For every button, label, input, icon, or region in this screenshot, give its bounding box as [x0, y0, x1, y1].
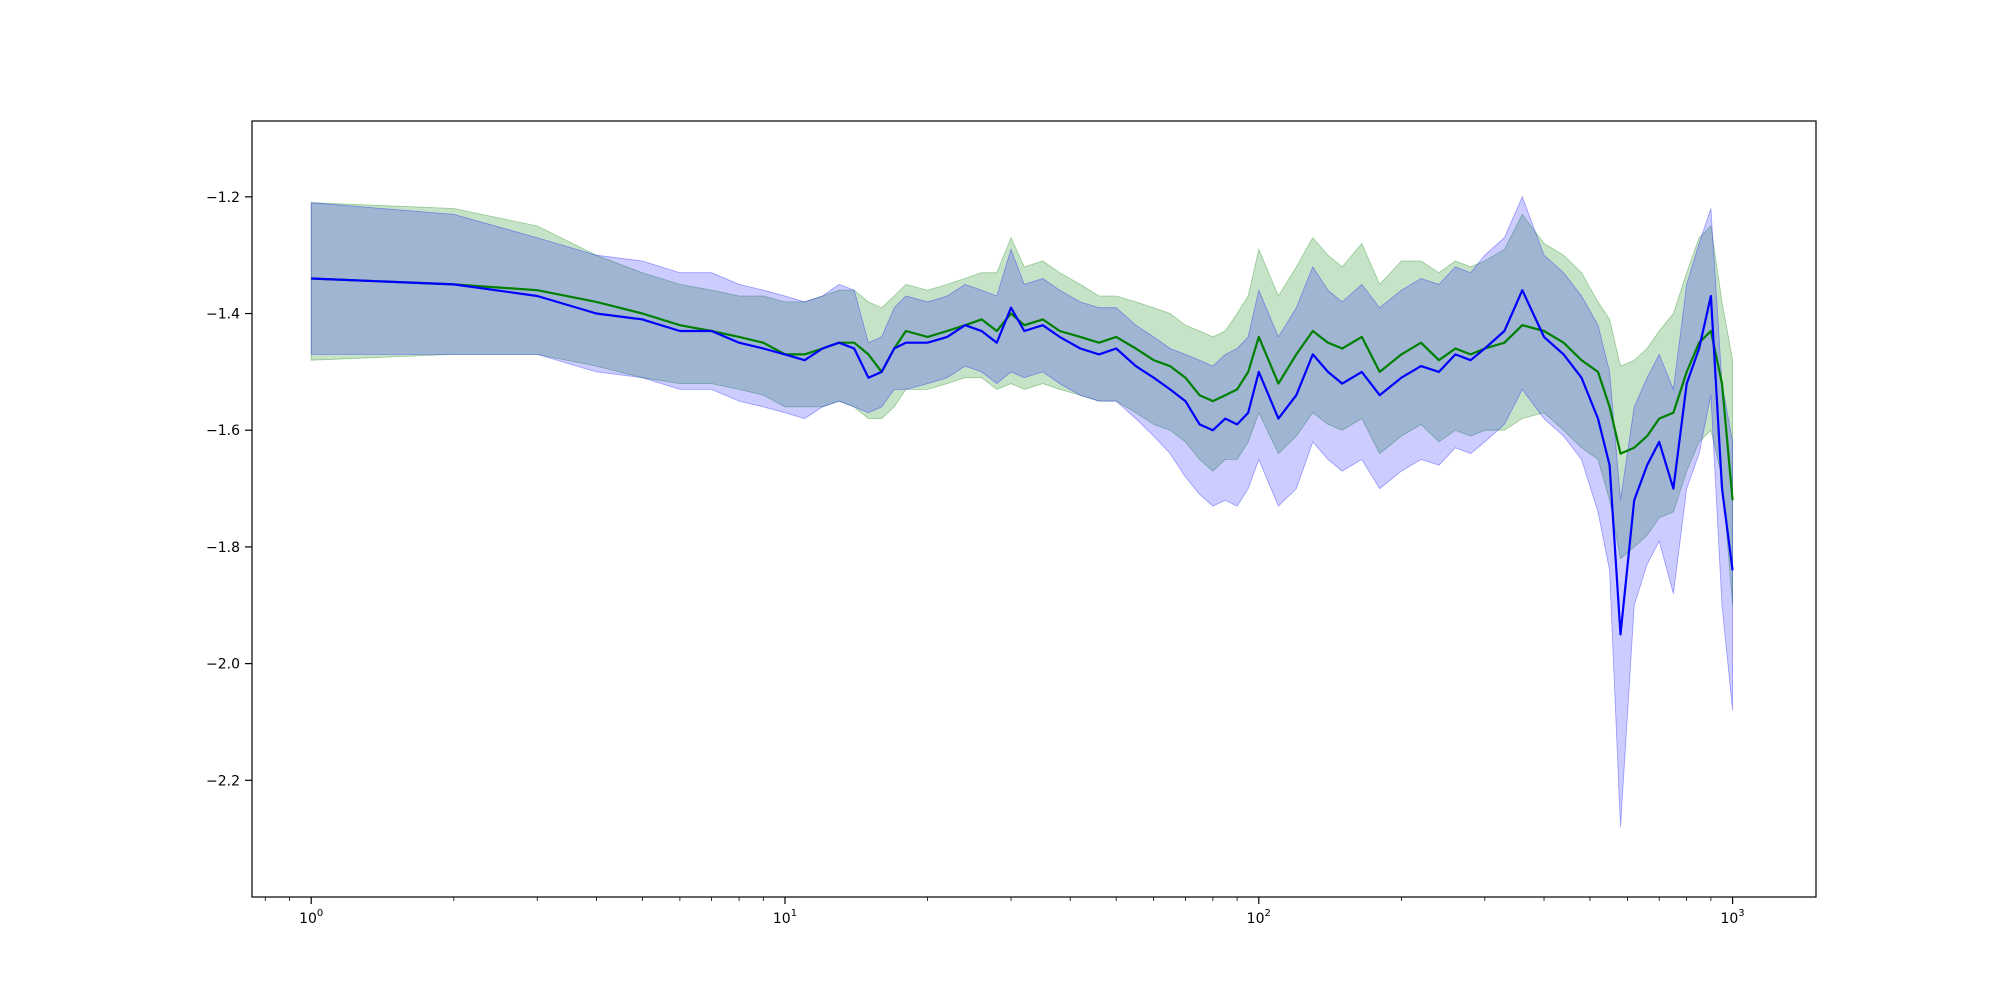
y-tick-label: −1.4: [206, 307, 240, 323]
y-tick-label: −2.2: [206, 773, 240, 789]
plot-frame: [251, 120, 1817, 898]
series-1-line: [311, 277, 1734, 636]
y-tick-label: −1.2: [206, 190, 240, 206]
series-0-band: [310, 202, 1733, 606]
confidence-bands: [310, 195, 1733, 828]
series-lines: [311, 277, 1734, 636]
y-tick-label: −1.6: [206, 423, 240, 439]
y-tick-label: −2.0: [206, 657, 240, 673]
y-axis: −1.2 −1.4 −1.6 −1.8 −2.0 −2.2: [206, 190, 252, 789]
series-1-band: [310, 195, 1733, 828]
y-tick-label: −1.8: [206, 540, 240, 556]
